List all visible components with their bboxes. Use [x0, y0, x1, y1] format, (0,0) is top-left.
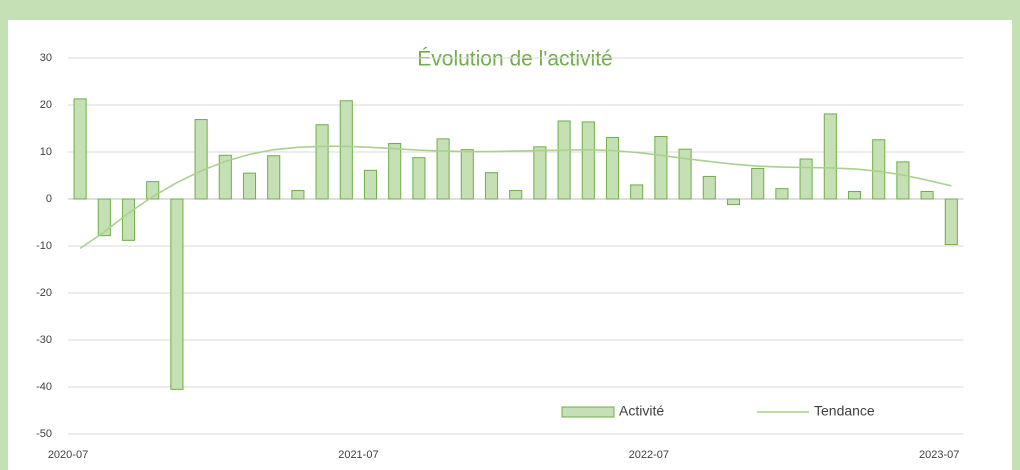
bar: [847, 190, 862, 200]
bar: [605, 136, 620, 200]
legend-swatch: [561, 406, 615, 418]
bar: [436, 138, 450, 200]
bar: [460, 149, 474, 200]
y-tick-label: 20: [40, 99, 52, 111]
y-tick-label: 10: [40, 146, 52, 158]
bar: [823, 113, 837, 200]
bar: [557, 120, 571, 200]
bar: [630, 184, 644, 200]
bar: [872, 139, 886, 200]
bar: [920, 190, 934, 200]
bar: [751, 167, 765, 200]
bar: [194, 119, 208, 200]
legend-label: Tendance: [814, 403, 875, 419]
bar: [121, 198, 136, 241]
y-tick-label: -30: [36, 334, 52, 346]
bar: [702, 175, 716, 200]
bar: [509, 190, 523, 200]
bar: [73, 98, 87, 200]
legend-label: Activité: [619, 403, 664, 419]
bar: [484, 172, 499, 200]
bar: [581, 121, 595, 200]
bar: [944, 198, 958, 246]
bar: [170, 198, 184, 390]
y-tick-label: 0: [46, 193, 52, 205]
bar: [242, 172, 257, 200]
bar: [97, 198, 111, 237]
x-tick-label: 2021-07: [338, 449, 378, 461]
bar: [654, 135, 668, 200]
bar: [799, 158, 813, 200]
bar: [678, 148, 692, 200]
bar: [726, 198, 741, 206]
bar: [775, 188, 789, 200]
bar: [412, 157, 426, 200]
bar: [218, 154, 232, 200]
y-tick-label: 30: [40, 52, 52, 64]
bar: [363, 169, 378, 200]
y-tick-label: -20: [36, 287, 52, 299]
chart-title: Évolution de l'activité: [417, 48, 612, 71]
bar: [291, 190, 305, 200]
bar: [533, 146, 547, 200]
bar: [339, 100, 353, 200]
trend-line: [79, 145, 952, 250]
x-tick-label: 2023-07: [919, 449, 959, 461]
x-tick-label: 2022-07: [629, 449, 669, 461]
bar: [267, 155, 281, 200]
bar: [896, 161, 910, 200]
bar: [388, 143, 402, 200]
bar: [315, 124, 329, 200]
y-tick-label: -50: [36, 428, 52, 440]
y-tick-label: -40: [36, 381, 52, 393]
y-tick-label: -10: [36, 240, 52, 252]
x-tick-label: 2020-07: [48, 449, 88, 461]
